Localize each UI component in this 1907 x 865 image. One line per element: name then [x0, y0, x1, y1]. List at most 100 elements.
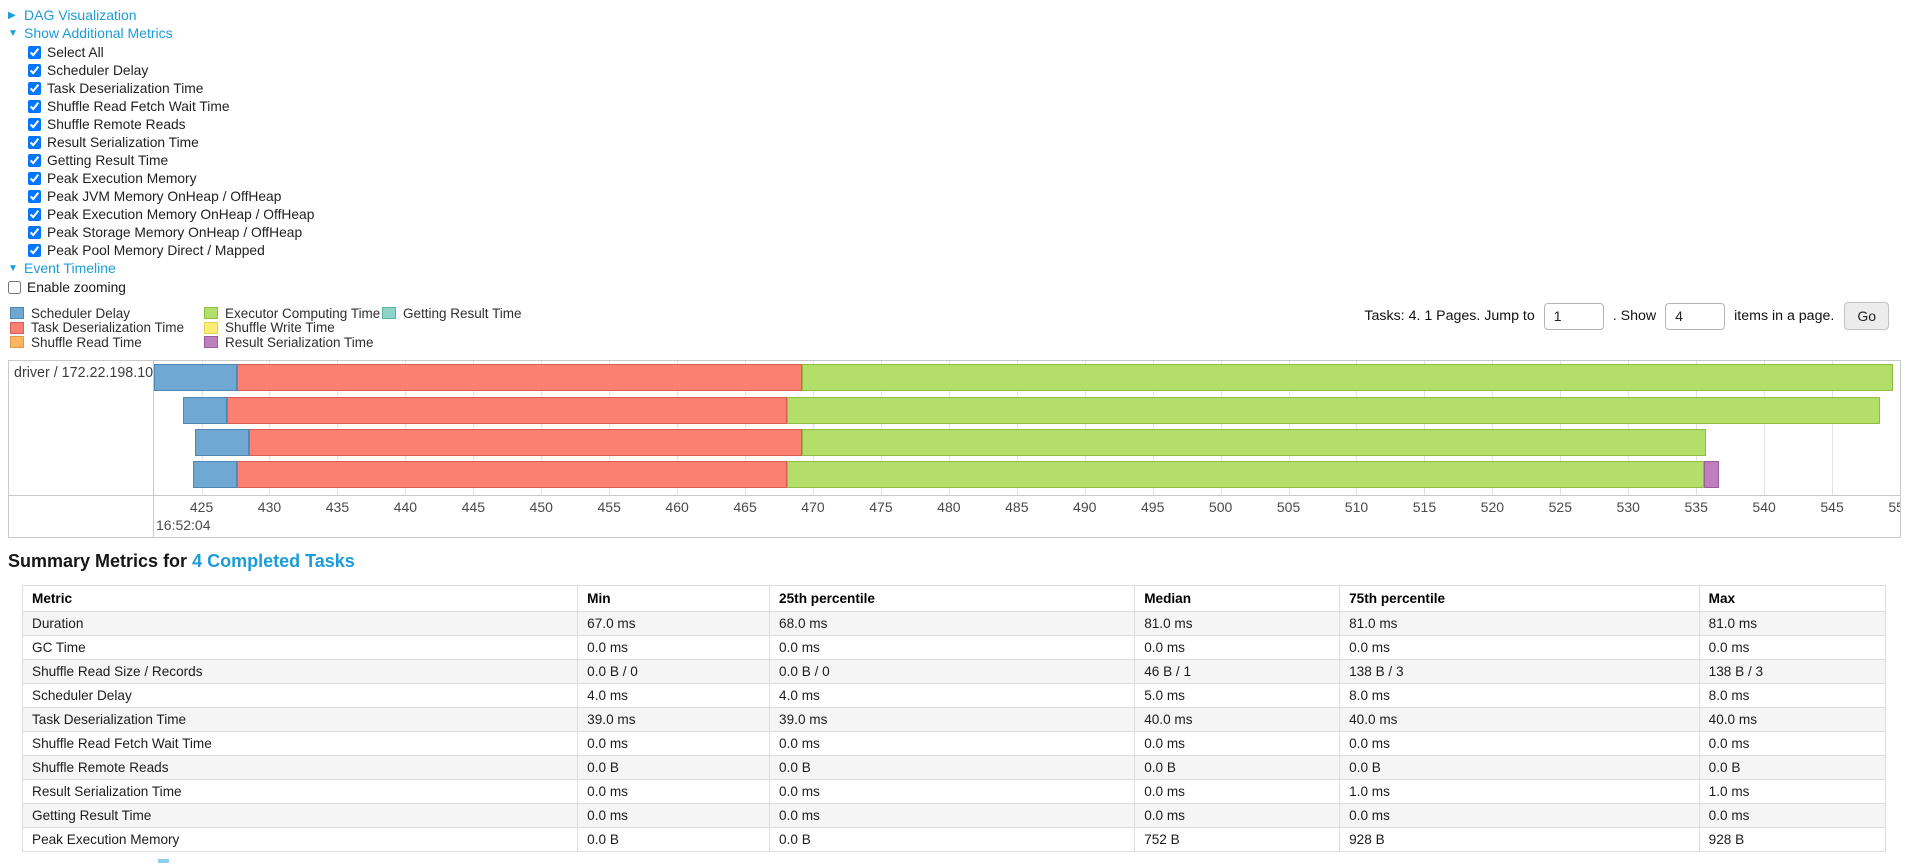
metric-value-cell: 0.0 B — [1698, 755, 1887, 780]
timeline-bar-segment-task-deserialization-time[interactable] — [236, 461, 788, 488]
section-toggle-dag-visualization[interactable]: ▶ DAG Visualization — [8, 6, 1907, 24]
metric-value-cell: 0.0 ms — [1134, 803, 1341, 828]
summary-heading-text: Summary Metrics for — [8, 551, 193, 571]
metric-value-cell: 40.0 ms — [1339, 707, 1700, 732]
metric-name-cell: Peak Execution Memory — [21, 827, 579, 852]
legend-label: Executor Computing Time — [225, 305, 381, 321]
metric-value-cell: 0.0 ms — [1134, 635, 1341, 660]
section-toggle-event-timeline[interactable]: ▼ Event Timeline — [8, 259, 1907, 277]
metric-value-cell: 928 B — [1698, 827, 1887, 852]
legend-label: Result Serialization Time — [225, 334, 374, 350]
summary-table-row: Shuffle Read Size / Records 0.0 B / 0 0.0 … — [21, 659, 1887, 684]
completed-tasks-link[interactable]: 4 Completed Tasks — [192, 551, 355, 571]
metric-checkbox[interactable] — [28, 99, 41, 113]
timeline-gridline — [1628, 361, 1630, 495]
metric-value-cell: 0.0 ms — [577, 635, 771, 660]
timeline-gridline — [1356, 361, 1358, 495]
pagination-prefix-label: Tasks: 4. 1 Pages. Jump to — [1364, 308, 1535, 324]
timeline-bar-segment-scheduler-delay[interactable] — [154, 364, 237, 391]
timeline-gridline — [201, 361, 203, 495]
metric-checkbox[interactable] — [28, 45, 41, 59]
timeline-task-row — [154, 397, 1900, 424]
axis-tick-label: 505 — [1276, 499, 1301, 515]
metric-checkbox[interactable] — [28, 189, 41, 203]
timeline-bar-segment-executor-computing-time[interactable] — [787, 397, 1880, 424]
legend-label: Getting Result Time — [403, 305, 522, 321]
axis-tick-label: 470 — [801, 499, 825, 515]
metric-checkbox-label: Peak JVM Memory OnHeap / OffHeap — [47, 188, 282, 204]
metric-value-cell: 67.0 ms — [577, 611, 771, 636]
timeline-plot-area — [154, 361, 1900, 495]
metric-value-cell: 0.0 ms — [577, 803, 771, 828]
metric-value-cell: 0.0 ms — [1339, 803, 1700, 828]
metric-name-cell: Scheduler Delay — [21, 683, 579, 708]
timeline-bar-segment-task-deserialization-time[interactable] — [249, 429, 803, 456]
timeline-bar-segment-result-serialization-time[interactable] — [1704, 461, 1720, 488]
legend-column: Scheduler Delay Task Deserialization Time… — [10, 306, 204, 350]
axis-tick-label: 490 — [1073, 499, 1097, 515]
axis-tick-label: 540 — [1752, 499, 1776, 515]
summary-column-header: Max — [1698, 585, 1887, 612]
timeline-axis-divider — [9, 495, 1900, 496]
summary-table-row: GC Time 0.0 ms 0.0 ms 0.0 ms 0.0 ms 0.0 ms — [21, 635, 1887, 660]
timeline-bar-segment-scheduler-delay[interactable] — [182, 397, 228, 424]
summary-table-row: Getting Result Time 0.0 ms 0.0 ms 0.0 ms 0.0… — [21, 803, 1887, 828]
metric-value-cell: 39.0 ms — [769, 707, 1136, 732]
event-timeline-chart: driver / 172.22.198.104 16:52:04 425 430 4… — [8, 360, 1901, 538]
metric-checkbox-row: Result Serialization Time — [28, 133, 1907, 151]
summary-table-row: Task Deserialization Time 39.0 ms 39.0 ms 4… — [21, 707, 1887, 732]
metric-value-cell: 0.0 ms — [577, 779, 771, 804]
metric-checkbox-row: Shuffle Read Fetch Wait Time — [28, 97, 1907, 115]
metric-checkbox[interactable] — [28, 225, 41, 239]
timeline-bar-segment-task-deserialization-time[interactable] — [236, 364, 803, 391]
metric-checkbox[interactable] — [28, 63, 41, 77]
enable-zooming-checkbox[interactable] — [8, 280, 21, 294]
timeline-gridline — [1560, 361, 1562, 495]
summary-column-header: 75th percentile — [1339, 585, 1700, 612]
axis-tick-label: 545 — [1820, 499, 1844, 515]
summary-table-row: Shuffle Remote Reads 0.0 B 0.0 B 0.0 B 0.0 B… — [21, 755, 1887, 780]
timeline-bar-segment-task-deserialization-time[interactable] — [227, 397, 788, 424]
summary-column-header: Metric — [21, 585, 579, 612]
metric-checkbox[interactable] — [28, 153, 41, 167]
chevron-right-icon: ▶ — [8, 9, 16, 21]
items-per-page-input[interactable] — [1665, 302, 1726, 330]
axis-tick-label: 430 — [257, 499, 282, 515]
metric-value-cell: 0.0 ms — [1134, 779, 1341, 804]
metric-checkbox[interactable] — [28, 81, 41, 95]
jump-to-page-input[interactable] — [1543, 302, 1604, 330]
timeline-bar-segment-executor-computing-time[interactable] — [787, 461, 1705, 488]
timeline-bar-segment-executor-computing-time[interactable] — [802, 429, 1706, 456]
metric-value-cell: 81.0 ms — [1339, 611, 1700, 636]
timeline-bar-segment-scheduler-delay[interactable] — [194, 429, 250, 456]
timeline-bar-segment-scheduler-delay[interactable] — [193, 461, 237, 488]
metric-checkbox[interactable] — [28, 171, 41, 185]
legend-column: Getting Result Time — [382, 306, 522, 350]
axis-tick-label: 440 — [393, 499, 418, 515]
timeline-controls: Scheduler Delay Task Deserialization Time… — [8, 302, 1907, 352]
legend-item: Shuffle Write Time — [204, 320, 382, 335]
metric-value-cell: 0.0 ms — [1698, 803, 1887, 828]
metric-value-cell: 0.0 ms — [1339, 635, 1700, 660]
timeline-bar-segment-executor-computing-time[interactable] — [802, 364, 1894, 391]
summary-table-row: Scheduler Delay 4.0 ms 4.0 ms 5.0 ms 8.0 ms 8… — [21, 683, 1887, 708]
task-pagination: Tasks: 4. 1 Pages. Jump to . Show items … — [1364, 302, 1889, 330]
metric-value-cell: 928 B — [1339, 827, 1700, 852]
metric-checkbox[interactable] — [28, 135, 41, 149]
go-button[interactable]: Go — [1844, 302, 1889, 330]
axis-tick-label: 445 — [461, 499, 485, 515]
metric-checkbox[interactable] — [28, 243, 41, 257]
summary-table-row: Peak Execution Memory 0.0 B 0.0 B 752 B 928 … — [21, 827, 1887, 852]
metric-checkbox[interactable] — [28, 207, 41, 221]
metric-checkbox[interactable] — [28, 117, 41, 131]
section-label: DAG Visualization — [24, 7, 137, 23]
timeline-gridline — [812, 361, 814, 495]
axis-tick-label: 435 — [325, 499, 350, 515]
legend-item: Scheduler Delay — [10, 306, 204, 321]
legend-item: Task Deserialization Time — [10, 320, 204, 335]
metric-value-cell: 0.0 ms — [769, 779, 1136, 804]
legend-swatch — [204, 307, 218, 320]
legend-item: Result Serialization Time — [204, 335, 382, 350]
metric-value-cell: 0.0 ms — [769, 803, 1136, 828]
section-toggle-show-additional-metrics[interactable]: ▼ Show Additional Metrics — [8, 24, 1907, 42]
